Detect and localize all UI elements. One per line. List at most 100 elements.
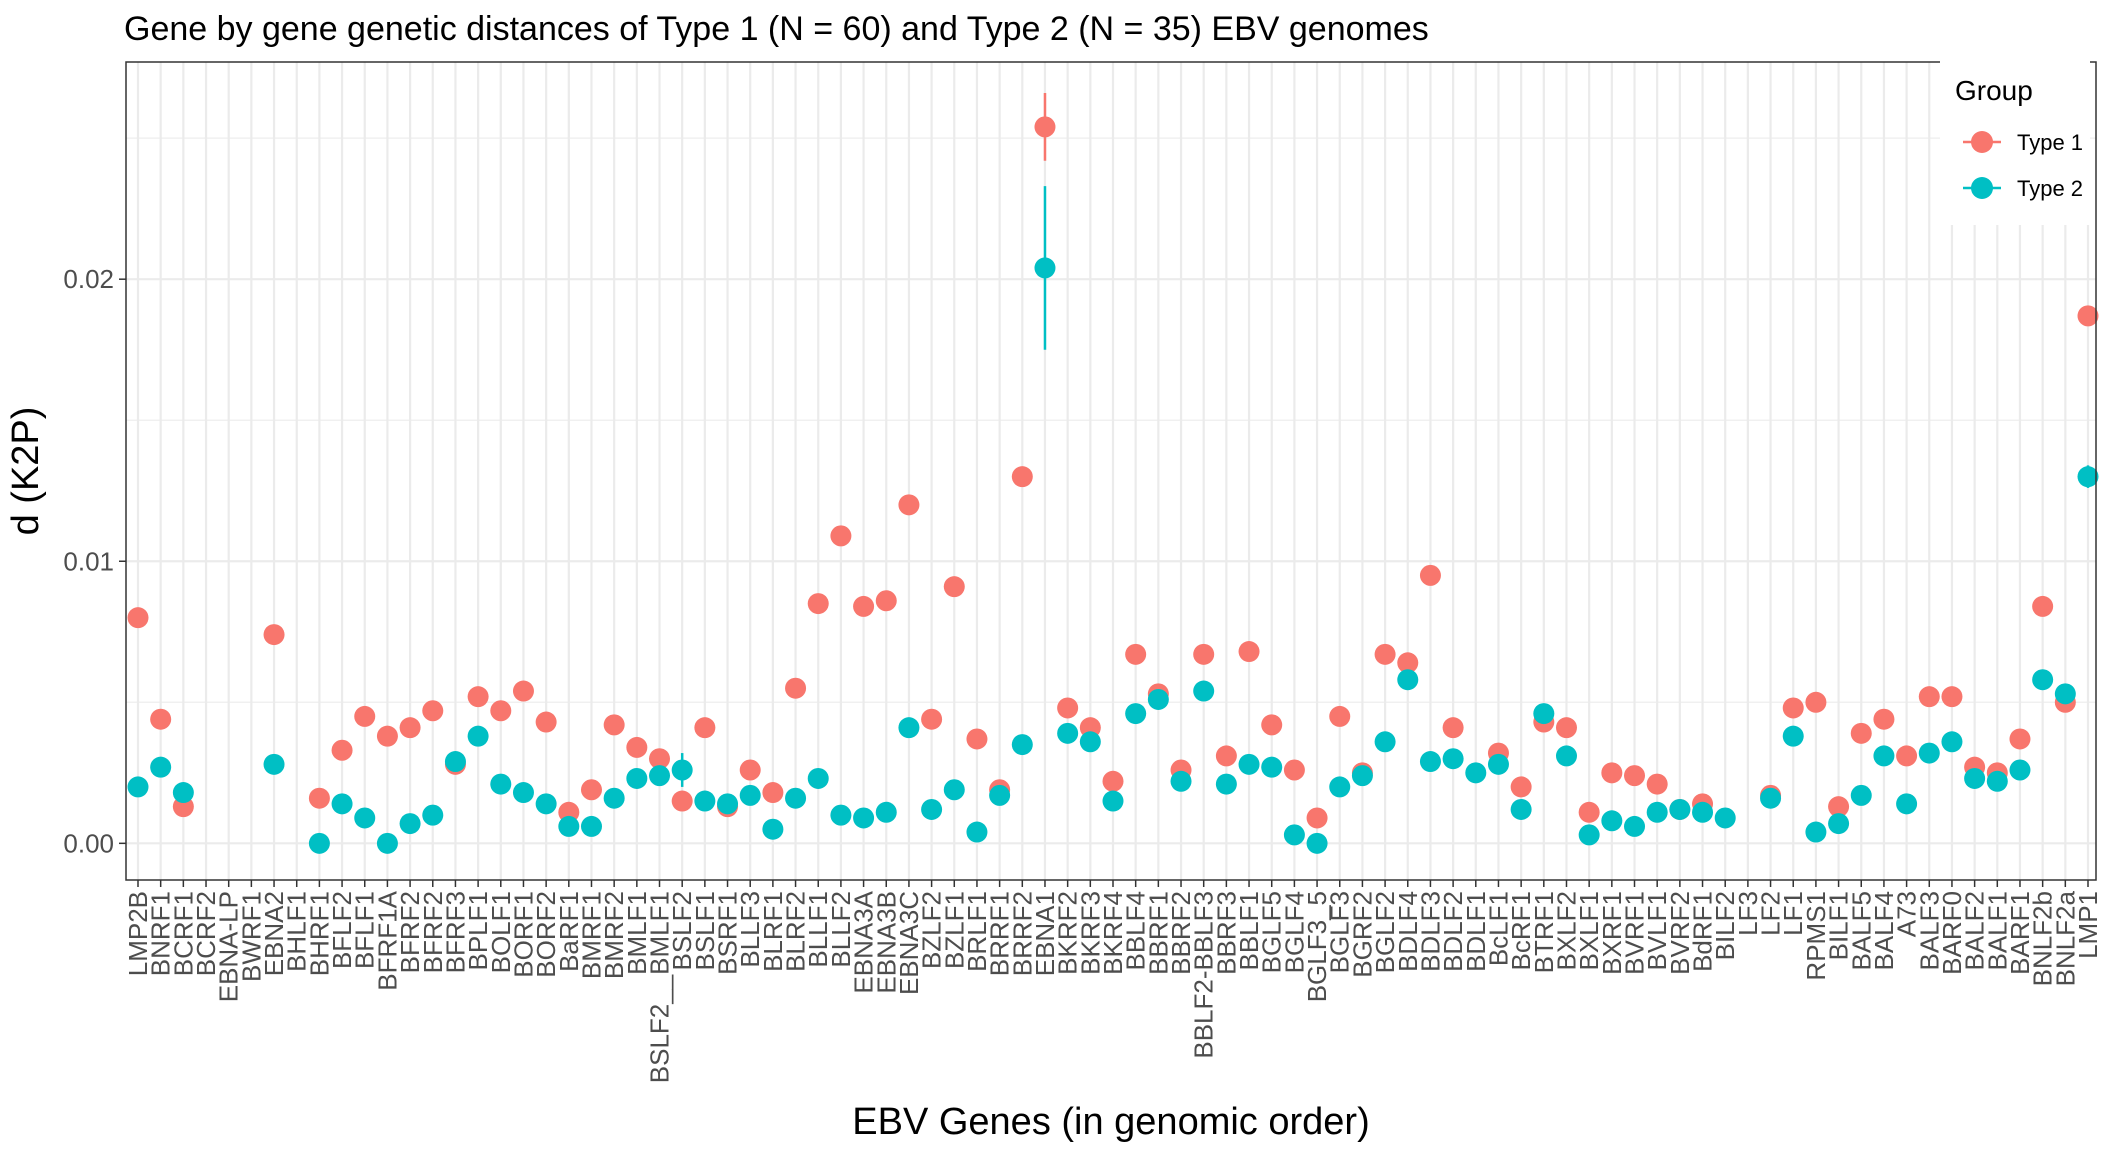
point-type-1: [1941, 686, 1963, 708]
point-type-2: [785, 787, 807, 809]
axes: 0.000.010.02LMP2BBNRF1BCRF1BCRF2EBNA-LPB…: [63, 264, 2103, 1083]
x-tick-label: BdRF1: [1688, 891, 1718, 972]
point-type-1: [830, 525, 852, 547]
point-type-2: [1419, 751, 1441, 773]
x-tick-label: BcLF1: [1483, 891, 1513, 966]
point-type-2: [739, 784, 761, 806]
x-tick-label: BMLF1: [622, 891, 652, 975]
x-tick-label: BBLF2-BBLF3: [1189, 891, 1219, 1059]
x-tick-label: BFRF2: [395, 891, 425, 973]
point-type-2: [150, 756, 172, 778]
point-type-2: [1465, 762, 1487, 784]
x-tick-label: BMRF1: [576, 891, 606, 979]
x-tick-label: BXLF1: [1574, 891, 1604, 971]
point-type-2: [1624, 815, 1646, 837]
point-type-2: [399, 813, 421, 835]
point-type-1: [150, 708, 172, 730]
x-tick-label: RPMS1: [1801, 891, 1831, 981]
point-type-1: [422, 700, 444, 722]
x-tick-label: EBNA3A: [849, 890, 879, 993]
point-type-2: [308, 832, 330, 854]
x-tick-label: BFRF1A: [372, 890, 402, 990]
point-type-2: [1170, 770, 1192, 792]
point-type-2: [1782, 725, 1804, 747]
point-type-2: [1828, 813, 1850, 835]
x-tick-label: EBNA2: [259, 891, 289, 976]
point-type-2: [580, 815, 602, 837]
point-type-1: [875, 590, 897, 612]
point-type-1: [694, 717, 716, 739]
point-type-1: [1057, 697, 1079, 719]
x-tick-label: BDLF2: [1438, 891, 1468, 972]
point-type-1: [1283, 759, 1305, 781]
point-type-2: [1986, 770, 2008, 792]
plot-panel-background: [126, 62, 2096, 880]
point-type-2: [1374, 731, 1396, 753]
x-tick-label: BLLF2: [826, 891, 856, 968]
point-type-2: [853, 807, 875, 829]
point-type-2: [1918, 742, 1940, 764]
point-type-1: [1261, 714, 1283, 736]
legend: Group Type 1 Type 2: [1940, 60, 2090, 225]
x-tick-label: BXRF1: [1597, 891, 1627, 975]
plot-grid: [126, 62, 2096, 880]
point-type-2: [1397, 669, 1419, 691]
x-tick-label: BcRF1: [1506, 891, 1536, 970]
x-tick-label: BVRF1: [1620, 891, 1650, 975]
point-type-2: [1941, 731, 1963, 753]
x-tick-label: BKRF2: [1053, 891, 1083, 975]
point-type-2: [354, 807, 376, 829]
point-type-2: [490, 773, 512, 795]
point-type-2: [1057, 722, 1079, 744]
point-type-1: [1419, 564, 1441, 586]
point-type-2: [1510, 798, 1532, 820]
x-tick-label: BKRF4: [1098, 891, 1128, 975]
point-type-1: [1510, 776, 1532, 798]
x-tick-label: LMP2B: [123, 891, 153, 976]
point-type-2: [989, 784, 1011, 806]
x-tick-label: BFLF1: [350, 891, 380, 969]
point-type-1: [1011, 466, 1033, 488]
x-tick-label: BGLF3_5: [1302, 891, 1332, 1002]
point-type-1: [943, 576, 965, 598]
point-type-1: [671, 790, 693, 812]
point-type-2: [717, 793, 739, 815]
point-type-2: [1102, 790, 1124, 812]
point-type-2: [2032, 669, 2054, 691]
y-axis-title: d (K2P): [5, 407, 47, 536]
point-type-1: [127, 607, 149, 629]
point-type-2: [694, 790, 716, 812]
point-type-1: [308, 787, 330, 809]
point-type-2: [1669, 798, 1691, 820]
point-type-2: [1261, 756, 1283, 778]
point-type-2: [762, 818, 784, 840]
point-type-2: [603, 787, 625, 809]
point-type-2: [1125, 703, 1147, 725]
x-axis-title: EBV Genes (in genomic order): [852, 1101, 1369, 1143]
legend-key-dot-type-1: [1971, 131, 1993, 153]
x-tick-label: BBRF3: [1211, 891, 1241, 975]
x-tick-label: BLRF2: [781, 891, 811, 972]
point-type-2: [875, 801, 897, 823]
x-tick-label: BFRF2: [418, 891, 448, 973]
point-type-1: [1805, 691, 1827, 713]
x-tick-label: BALF4: [1869, 891, 1899, 971]
x-tick-label: BFLF2: [327, 891, 357, 969]
point-type-2: [444, 751, 466, 773]
point-type-1: [1828, 796, 1850, 818]
x-tick-label: BARF0: [1937, 891, 1967, 975]
point-type-1: [1918, 686, 1940, 708]
point-type-2: [467, 725, 489, 747]
x-tick-label: BARF1: [2005, 891, 2035, 975]
point-type-1: [739, 759, 761, 781]
point-type-1: [354, 705, 376, 727]
x-tick-label: LF3: [1733, 891, 1763, 936]
point-type-2: [1714, 807, 1736, 829]
x-tick-label: BHRF1: [304, 891, 334, 976]
x-tick-label: BRLF1: [962, 891, 992, 972]
point-type-2: [172, 782, 194, 804]
x-tick-label: BSLF2__BMLF1: [645, 891, 675, 1083]
x-tick-label: BaRF1: [554, 891, 584, 972]
point-type-2: [1646, 801, 1668, 823]
